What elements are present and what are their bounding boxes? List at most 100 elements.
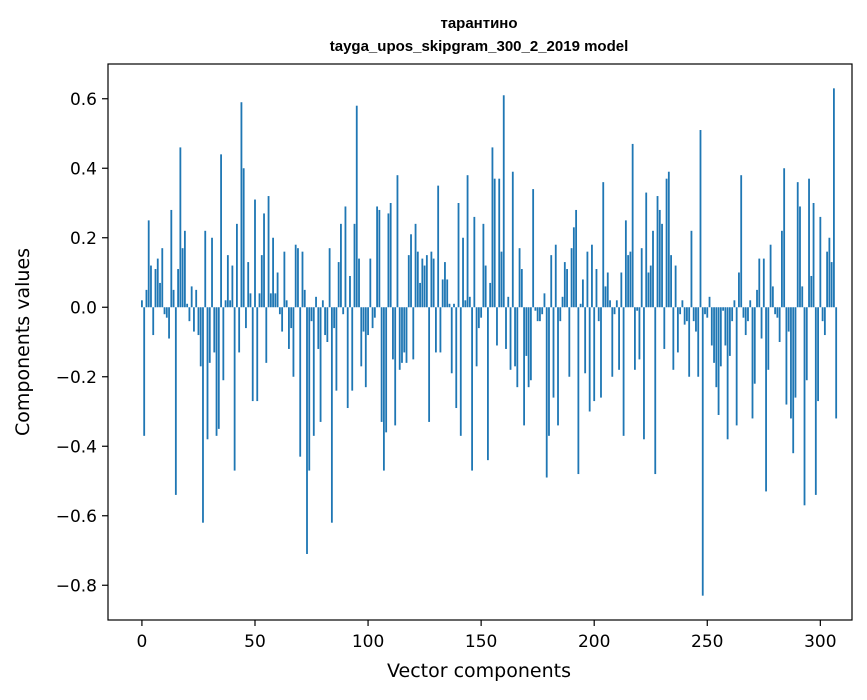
bar [464, 300, 467, 308]
bar [274, 293, 277, 308]
bar [170, 209, 173, 308]
bar [435, 307, 437, 353]
y-axis-label: Components values [12, 248, 34, 436]
bar [206, 307, 209, 440]
bar [181, 248, 184, 308]
y-tick-label: 0.2 [70, 229, 97, 249]
bar [423, 265, 426, 308]
y-tick-label: −0.8 [56, 576, 97, 596]
bar [392, 307, 394, 360]
bar [575, 209, 578, 308]
bar [561, 296, 564, 308]
bar [726, 307, 729, 440]
bar [179, 147, 182, 308]
bar [317, 307, 320, 349]
bar [437, 185, 440, 308]
bar [622, 307, 625, 436]
bar [188, 307, 191, 322]
bar [496, 307, 498, 346]
bar [774, 307, 777, 315]
bar [505, 307, 507, 349]
bar [186, 303, 189, 308]
bar [615, 300, 618, 308]
bar [525, 307, 528, 356]
bar [455, 307, 458, 409]
x-axis-label: Vector components [387, 660, 571, 682]
bar [306, 307, 308, 554]
bar [620, 272, 623, 308]
bar [487, 307, 489, 461]
bar [299, 307, 302, 457]
bar [679, 307, 682, 315]
bar [527, 307, 530, 388]
bar [600, 307, 602, 398]
bar [631, 143, 634, 308]
bar [672, 307, 675, 370]
bar [342, 307, 345, 315]
bar [147, 220, 150, 308]
bar [226, 255, 229, 308]
bar [588, 307, 591, 412]
bar [208, 307, 211, 363]
bar [665, 178, 668, 308]
bar [634, 307, 636, 370]
bar [810, 275, 813, 308]
bar [604, 286, 607, 308]
bar [509, 307, 512, 370]
bar [539, 307, 541, 322]
bar [301, 251, 304, 308]
bar [283, 251, 286, 308]
bar [292, 307, 295, 377]
bar [197, 307, 200, 336]
bar [416, 251, 419, 308]
bar [572, 227, 575, 308]
bar [457, 203, 460, 308]
bar [692, 307, 695, 322]
x-tick-label: 100 [352, 632, 384, 652]
bar [656, 196, 659, 308]
bar [378, 209, 381, 308]
bar [245, 307, 247, 329]
bar [195, 289, 198, 308]
bar [215, 307, 218, 436]
bar [446, 279, 449, 308]
y-tick-label: −0.6 [56, 507, 97, 527]
bar [758, 258, 761, 308]
bar [760, 307, 763, 339]
bar [333, 307, 336, 329]
bar [591, 244, 593, 308]
x-axis-ticks: 0 50 100 150 200 250 300 [137, 620, 837, 652]
bar [220, 154, 222, 308]
bar [627, 255, 630, 308]
bar [830, 262, 833, 308]
bar [787, 307, 790, 332]
bar [163, 307, 166, 315]
bars [141, 88, 838, 596]
bar [376, 206, 379, 308]
bar [652, 230, 654, 308]
bar [502, 95, 505, 308]
bar [285, 300, 288, 308]
bar [719, 307, 722, 367]
bar [643, 307, 645, 440]
bar [403, 307, 406, 353]
bar [410, 234, 412, 308]
bar [819, 216, 822, 308]
bar [213, 307, 216, 353]
bar [771, 286, 774, 308]
bar [735, 307, 738, 426]
bar [790, 307, 792, 419]
bar [161, 248, 164, 308]
bar [516, 307, 519, 388]
bar [801, 286, 804, 308]
bar [217, 307, 220, 429]
bar [303, 289, 306, 308]
bar [498, 178, 501, 308]
bar [765, 307, 767, 492]
bar [154, 269, 157, 308]
bar [624, 220, 627, 308]
bar [407, 255, 410, 308]
bar [708, 296, 711, 308]
bar [833, 88, 835, 308]
